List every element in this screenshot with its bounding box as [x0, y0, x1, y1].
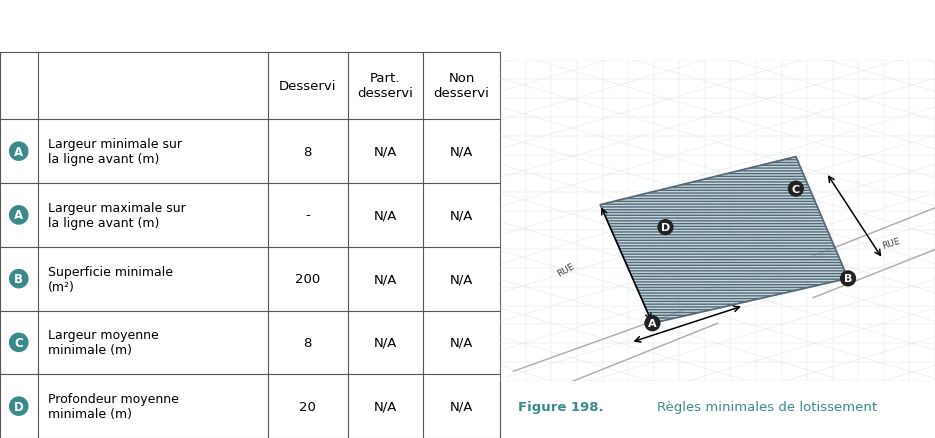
Text: N/A: N/A	[373, 209, 396, 222]
Text: C: C	[792, 184, 800, 194]
Text: B: B	[14, 272, 23, 286]
Text: N/A: N/A	[450, 400, 473, 413]
Text: Largeur minimale sur
la ligne avant (m): Largeur minimale sur la ligne avant (m)	[48, 138, 181, 166]
Text: C: C	[14, 336, 23, 349]
Text: N/A: N/A	[450, 145, 473, 158]
Text: Superficie minimale
(m²): Superficie minimale (m²)	[48, 265, 173, 293]
Text: D: D	[14, 400, 23, 413]
Text: N/A: N/A	[450, 272, 473, 286]
Text: Largeur moyenne
minimale (m): Largeur moyenne minimale (m)	[48, 328, 158, 357]
Text: A: A	[648, 318, 656, 328]
Text: Part.
desservi: Part. desservi	[357, 72, 413, 100]
Text: Non
desservi: Non desservi	[434, 72, 489, 100]
Text: 8: 8	[304, 145, 312, 158]
Text: N/A: N/A	[373, 400, 396, 413]
Text: D: D	[661, 223, 670, 233]
Text: B: B	[844, 274, 852, 284]
Text: -: -	[305, 209, 310, 222]
Text: Largeur maximale sur
la ligne avant (m): Largeur maximale sur la ligne avant (m)	[48, 201, 185, 230]
Text: RUE: RUE	[555, 261, 576, 278]
Text: N/A: N/A	[450, 209, 473, 222]
Text: A: A	[14, 209, 23, 222]
Text: Tableau 133    Lotissement: Tableau 133 Lotissement	[11, 17, 282, 35]
Text: N/A: N/A	[450, 336, 473, 349]
Text: 8: 8	[304, 336, 312, 349]
Text: N/A: N/A	[373, 336, 396, 349]
Text: Règles minimales de lotissement: Règles minimales de lotissement	[656, 400, 877, 413]
Text: N/A: N/A	[373, 145, 396, 158]
Text: N/A: N/A	[373, 272, 396, 286]
Text: Desservi: Desservi	[279, 80, 337, 93]
Text: Figure 198.: Figure 198.	[518, 400, 603, 413]
Text: 20: 20	[299, 400, 316, 413]
Text: Profondeur moyenne
minimale (m): Profondeur moyenne minimale (m)	[48, 392, 179, 420]
Text: A: A	[14, 145, 23, 158]
Text: RUE: RUE	[882, 237, 901, 251]
Polygon shape	[600, 157, 848, 324]
Text: 200: 200	[295, 272, 321, 286]
